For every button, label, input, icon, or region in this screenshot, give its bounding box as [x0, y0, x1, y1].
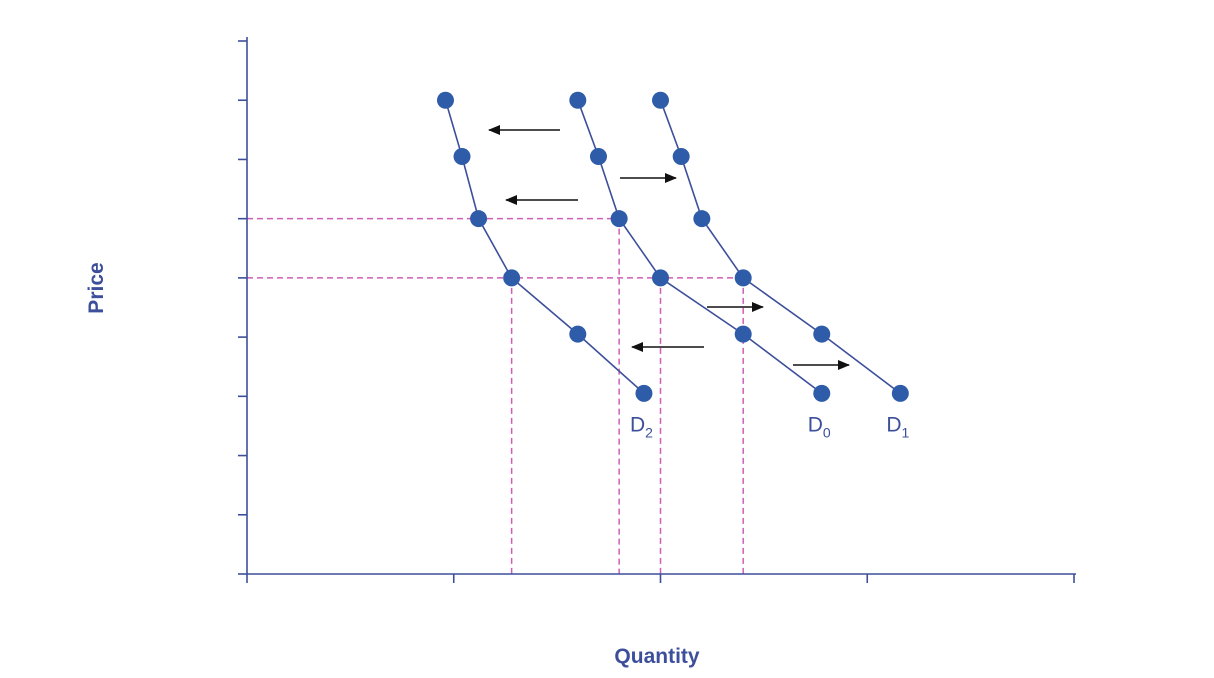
curve-label-main: D — [808, 413, 823, 436]
y-axis-title: Price — [85, 262, 108, 313]
curve-label-subscript: 2 — [645, 424, 653, 440]
data-point — [610, 210, 628, 228]
data-point — [652, 269, 669, 287]
demand-curves — [444, 99, 901, 395]
demand-curve-0 — [444, 99, 645, 394]
data-point — [891, 384, 909, 402]
curve-label: D1 — [886, 413, 909, 440]
curve-label-main: D — [630, 413, 645, 436]
data-point — [734, 269, 752, 287]
curve-label: D0 — [808, 413, 831, 440]
x-axis-title: Quantity — [614, 645, 699, 668]
data-point — [436, 91, 454, 109]
shift-arrows — [488, 125, 850, 370]
chart-text: Quantity Price D2 D0 D1 — [85, 262, 910, 668]
data-point — [453, 147, 471, 165]
data-point — [734, 325, 752, 343]
curve-label-main: D — [886, 413, 901, 436]
data-point — [569, 91, 587, 109]
data-points — [436, 91, 909, 402]
data-point — [470, 210, 488, 228]
reference-lines — [247, 217, 744, 574]
curve-label-subscript: 0 — [823, 424, 831, 440]
demand-curve-2 — [659, 99, 901, 395]
data-point — [569, 325, 587, 343]
data-point — [503, 269, 521, 287]
axes — [246, 37, 1076, 575]
curve-label-subscript: 1 — [902, 424, 910, 440]
data-point — [672, 147, 690, 165]
data-point — [635, 384, 653, 402]
data-point — [693, 210, 711, 228]
data-point — [813, 325, 831, 343]
data-point — [652, 91, 669, 109]
demand-curve-1 — [577, 99, 823, 395]
data-point — [813, 384, 831, 402]
data-point — [589, 147, 607, 165]
tick-marks — [238, 40, 1075, 583]
curve-label: D2 — [630, 413, 653, 440]
